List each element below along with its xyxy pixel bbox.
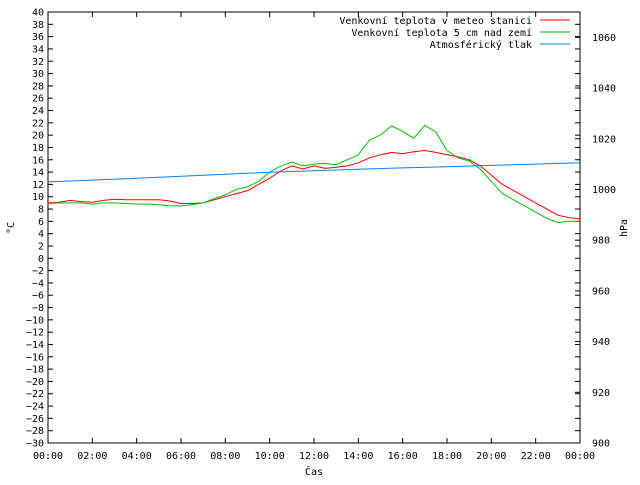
x-tick-label: 02:00 [77,451,107,462]
y-tick-label: −8 [32,303,44,314]
y2-tick-label: 1040 [592,84,616,95]
y-tick-label: 22 [32,118,44,129]
x-axis-label: Čas [305,465,323,478]
series-line-2 [47,124,580,224]
y-tick-label: 36 [32,32,44,43]
y-tick-label: −22 [26,389,44,400]
legend-label-2: Venkovní teplota 5 cm nad zemí [351,27,532,39]
x-tick-label: 04:00 [122,451,152,462]
y-tick-label: −20 [26,377,44,388]
y-tick-label: 6 [38,217,44,228]
y-tick-label: −16 [26,352,44,363]
x-axis: 00:00 02:00 04:00 06:00 08:00 10:00 12:00 14:00… [33,12,595,462]
y-tick-label: 8 [38,205,44,216]
y-tick-label: 12 [32,180,44,191]
y2-tick-label: 920 [592,388,610,399]
x-tick-label: 10:00 [255,451,285,462]
y-tick-label: −14 [26,340,44,351]
series-group [47,124,581,224]
y-tick-label: −10 [26,315,44,326]
x-tick-label: 16:00 [388,451,418,462]
y-tick-label: 26 [32,94,44,105]
legend-label-3: Atmosférický tlak [430,39,532,51]
x-tick-label: 22:00 [521,451,551,462]
left-axis: 4038363432302826242220181614121086420−2−… [26,8,580,450]
y-tick-label: 0 [38,254,44,265]
y-tick-label: −12 [26,328,44,339]
y-tick-label: 30 [32,69,44,80]
y-tick-label: 20 [32,131,44,142]
y-tick-label: 4 [38,229,44,240]
y2-tick-label: 940 [592,337,610,348]
x-tick-label: 14:00 [343,451,373,462]
y-tick-label: −30 [26,439,44,450]
y-tick-label: 40 [32,8,44,19]
y2-tick-label: 1060 [592,33,616,44]
y2-axis-label: hPa [619,219,630,237]
y-tick-label: 32 [32,57,44,68]
x-tick-label: 00:00 [33,451,63,462]
y2-tick-label: 980 [592,236,610,247]
series-line-3 [47,162,581,183]
series-line-1 [47,149,581,220]
y-tick-label: 28 [32,81,44,92]
y-tick-label: 24 [32,106,44,117]
y-tick-label: −26 [26,414,44,425]
x-tick-label: 20:00 [476,451,506,462]
x-tick-label: 18:00 [432,451,462,462]
y2-tick-label: 1000 [592,185,616,196]
y2-tick-label: 900 [592,439,610,450]
x-tick-label: 08:00 [210,451,240,462]
y-tick-label: 34 [32,44,44,55]
y-tick-label: −24 [26,402,44,413]
y-tick-label: −18 [26,365,44,376]
y-tick-label: 18 [32,143,44,154]
right-axis: 1060 1040 1020 1000 980 960 940 920 900 [575,33,616,450]
y-tick-label: 10 [32,192,44,203]
y2-tick-label: 960 [592,286,610,297]
plot-frame [47,11,581,444]
y-tick-label: 38 [32,20,44,31]
legend: Venkovní teplota v meteo staniciVenkovní… [339,15,570,51]
x-tick-label: 12:00 [299,451,329,462]
y-tick-label: −4 [32,278,44,289]
x-tick-label: 06:00 [166,451,196,462]
y-tick-label: 2 [38,241,44,252]
y-tick-label: −6 [32,291,44,302]
y2-tick-label: 1020 [592,134,616,145]
y-axis-label: °C [6,222,17,234]
y-tick-label: −28 [26,426,44,437]
x-tick-label: 00:00 [565,451,595,462]
y-tick-label: 16 [32,155,44,166]
y-tick-label: 14 [32,168,44,179]
legend-label-1: Venkovní teplota v meteo stanici [339,15,532,27]
y-tick-label: −2 [32,266,44,277]
